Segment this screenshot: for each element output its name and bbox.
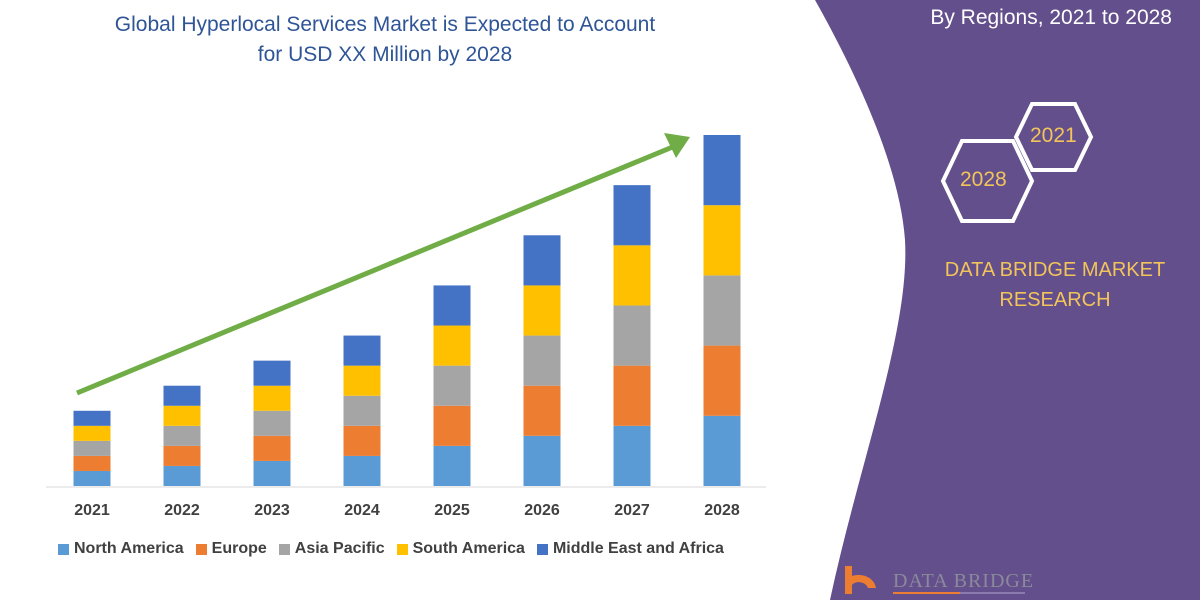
x-tick-label: 2027 <box>614 502 650 519</box>
bar-segment-2024-europe <box>343 425 381 456</box>
x-tick-label: 2023 <box>254 502 290 519</box>
bar-segment-2022-middle-east-and-africa <box>163 385 201 406</box>
bar-segment-2024-south-america <box>343 365 381 396</box>
brand-line-2: RESEARCH <box>999 289 1111 311</box>
legend-label: Middle East and Africa <box>552 540 724 557</box>
legend-swatch <box>396 543 408 555</box>
bar-segment-2026-europe <box>523 385 561 436</box>
bar-segment-2024-asia-pacific <box>343 395 381 426</box>
bar-segment-2021-europe <box>73 455 111 471</box>
bar-segment-2025-south-america <box>433 325 471 366</box>
trend-arrow-head <box>664 133 690 158</box>
legend-item: Europe <box>195 540 267 558</box>
bar-segment-2023-south-america <box>253 385 291 411</box>
side-title: By Regions, 2021 to 2028 <box>930 6 1172 29</box>
logo-text: DATA BRIDGE <box>893 570 1035 592</box>
bar-segment-2023-north-america <box>253 460 291 486</box>
bar-segment-2028-north-america <box>703 415 741 486</box>
x-tick-label: 2024 <box>344 502 380 519</box>
bar-segment-2021-middle-east-and-africa <box>73 410 111 426</box>
legend-label: Asia Pacific <box>294 540 385 557</box>
legend-swatch <box>536 543 548 555</box>
bar-segment-2027-north-america <box>613 425 651 486</box>
bar-segment-2026-middle-east-and-africa <box>523 235 561 286</box>
title-line-2: for USD XX Million by 2028 <box>257 43 513 66</box>
x-tick-label: 2028 <box>704 502 740 519</box>
bar-segment-2021-south-america <box>73 425 111 441</box>
legend-item: Asia Pacific <box>278 540 385 558</box>
bar-segment-2021-north-america <box>73 470 111 486</box>
bar-segment-2022-asia-pacific <box>163 425 201 446</box>
bar-segment-2028-europe <box>703 345 741 416</box>
x-tick-label: 2022 <box>164 502 200 519</box>
bar-segment-2028-middle-east-and-africa <box>703 135 741 206</box>
bar-segment-2025-middle-east-and-africa <box>433 285 471 326</box>
hexagon-2021 <box>1013 102 1094 172</box>
bar-segment-2022-europe <box>163 445 201 466</box>
bar-segment-2021-asia-pacific <box>73 440 111 456</box>
chart-title: Global Hyperlocal Services Market is Exp… <box>40 10 730 70</box>
bar-segment-2028-south-america <box>703 205 741 276</box>
bar-segment-2026-asia-pacific <box>523 335 561 386</box>
bar-segment-2023-europe <box>253 435 291 461</box>
bar-segment-2022-south-america <box>163 405 201 426</box>
purple-panel <box>815 0 1200 600</box>
hex-label-2021: 2021 <box>1030 124 1077 147</box>
legend-swatch <box>195 543 207 555</box>
x-tick-label: 2025 <box>434 502 470 519</box>
logo-icon <box>845 566 876 594</box>
brand-line-1: DATA BRIDGE MARKET <box>944 259 1166 281</box>
legend-label: Europe <box>211 540 267 557</box>
bar-segment-2022-north-america <box>163 465 201 486</box>
x-tick-label: 2021 <box>74 502 110 519</box>
bar-segment-2023-asia-pacific <box>253 410 291 436</box>
title-line-1: Global Hyperlocal Services Market is Exp… <box>114 13 656 36</box>
trend-arrow <box>76 143 676 396</box>
legend: North America Europe Asia Pacific South Ame… <box>58 540 724 558</box>
legend-item: North America <box>58 540 184 558</box>
bar-segment-2025-north-america <box>433 445 471 486</box>
bar-segment-2027-south-america <box>613 245 651 306</box>
bar-segment-2023-middle-east-and-africa <box>253 360 291 386</box>
bars-group <box>73 135 741 486</box>
bar-segment-2024-middle-east-and-africa <box>343 335 381 366</box>
legend-label: South America <box>412 540 525 557</box>
bar-segment-2027-asia-pacific <box>613 305 651 366</box>
legend-item: South America <box>396 540 525 558</box>
legend-item: Middle East and Africa <box>536 540 724 558</box>
legend-swatch <box>58 543 69 555</box>
bar-segment-2025-asia-pacific <box>433 365 471 406</box>
bar-segment-2026-north-america <box>523 435 561 486</box>
hexagon-2028 <box>940 139 1035 223</box>
bar-segment-2026-south-america <box>523 285 561 336</box>
bar-segment-2025-europe <box>433 405 471 446</box>
legend-swatch <box>278 543 290 555</box>
x-tick-label: 2026 <box>524 502 560 519</box>
bar-segment-2027-europe <box>613 365 651 426</box>
bar-segment-2028-asia-pacific <box>703 275 741 346</box>
bar-segment-2024-north-america <box>343 455 381 486</box>
legend-label: North America <box>74 540 184 557</box>
bar-segment-2027-middle-east-and-africa <box>613 185 651 246</box>
hex-label-2028: 2028 <box>960 168 1007 191</box>
brand-name: DATA BRIDGE MARKET RESEARCH <box>920 255 1190 315</box>
